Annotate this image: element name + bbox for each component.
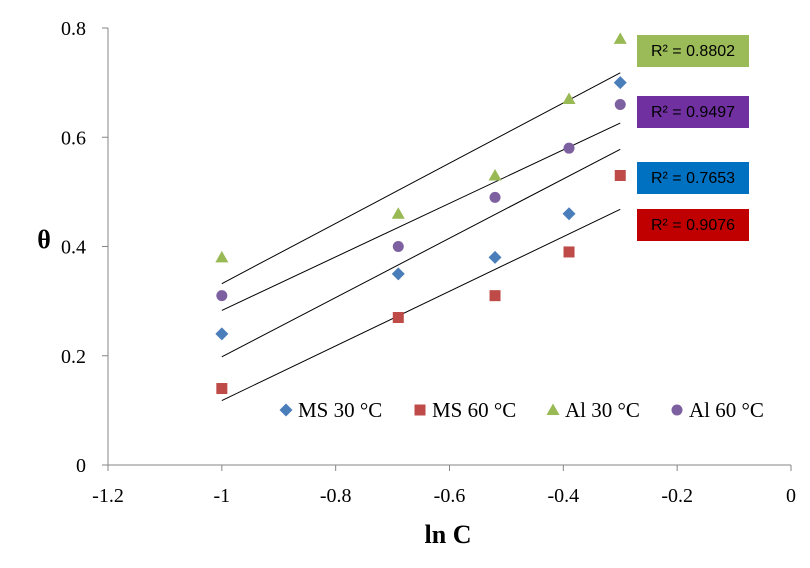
legend-entry: MS 60 °C bbox=[414, 398, 516, 422]
r-squared-labels: R² = 0.7653 R² = 0.9076 R² = 0.8802 R² = 0.… bbox=[637, 35, 749, 241]
legend-entry: Al 60 °C bbox=[671, 398, 764, 422]
r-squared-box-bg bbox=[637, 35, 749, 67]
data-point bbox=[613, 32, 627, 44]
r-squared-box-bg bbox=[637, 96, 749, 128]
data-point bbox=[391, 267, 405, 281]
r-squared-label: R² = 0.9076 bbox=[651, 217, 735, 234]
r-squared-box-bg bbox=[637, 209, 749, 241]
data-point bbox=[215, 250, 229, 263]
x-tick-label: -0.6 bbox=[434, 485, 466, 507]
x-tick-label: 0 bbox=[786, 485, 796, 507]
legend-label: Al 30 °C bbox=[565, 398, 640, 422]
r-squared-label: R² = 0.8802 bbox=[651, 43, 735, 60]
r-squared-label: R² = 0.7653 bbox=[651, 170, 735, 187]
data-point bbox=[614, 98, 626, 110]
x-tick-label: -1.2 bbox=[92, 485, 124, 507]
r-squared-box: R² = 0.9076 bbox=[637, 209, 749, 241]
data-point bbox=[562, 92, 576, 105]
data-point bbox=[392, 312, 404, 324]
data-point bbox=[563, 246, 575, 258]
legend-label: MS 60 °C bbox=[432, 398, 516, 422]
tick-labels: 0 0.2 0.4 0.6 0.8 -1.2 -1 -0.8 -0.6 -0.4 -0.2 0 bbox=[61, 18, 796, 507]
legend-marker bbox=[414, 404, 426, 416]
data-points bbox=[215, 32, 627, 395]
r-squared-box: R² = 0.9497 bbox=[637, 96, 749, 128]
r-squared-box: R² = 0.8802 bbox=[637, 35, 749, 67]
r-squared-box: R² = 0.7653 bbox=[637, 162, 749, 194]
trendline bbox=[221, 72, 621, 285]
legend: MS 30 °C MS 60 °C Al 30 °C Al 60 °C bbox=[279, 398, 764, 422]
legend-marker bbox=[546, 403, 560, 415]
x-tick-label: -0.8 bbox=[320, 485, 352, 507]
x-axis-title: ln C bbox=[425, 520, 472, 549]
trendline bbox=[221, 148, 621, 358]
trendline bbox=[221, 122, 621, 311]
x-tick-label: -0.4 bbox=[547, 485, 579, 507]
legend-entry: MS 30 °C bbox=[279, 398, 382, 422]
x-tick-label: -0.2 bbox=[661, 485, 693, 507]
y-tick-label: 0.6 bbox=[61, 127, 86, 149]
data-point bbox=[489, 191, 501, 203]
data-point bbox=[392, 241, 404, 252]
legend-entry: Al 30 °C bbox=[546, 398, 640, 422]
data-point bbox=[488, 250, 502, 264]
data-point bbox=[215, 327, 229, 341]
data-point bbox=[216, 383, 228, 395]
r-squared-box-bg bbox=[637, 162, 749, 194]
legend-label: Al 60 °C bbox=[689, 398, 764, 422]
axes bbox=[102, 27, 792, 471]
r-squared-label: R² = 0.9497 bbox=[651, 104, 735, 121]
legend-marker bbox=[279, 403, 293, 417]
y-tick-label: 0 bbox=[76, 455, 86, 477]
trendlines bbox=[221, 72, 621, 401]
y-tick-label: 0.4 bbox=[61, 237, 86, 259]
y-axis-title: θ bbox=[37, 225, 51, 254]
data-point bbox=[216, 290, 228, 302]
y-tick-label: 0.8 bbox=[61, 18, 86, 40]
data-point bbox=[613, 76, 627, 90]
x-tick-label: -1 bbox=[213, 485, 230, 507]
trendline bbox=[221, 208, 621, 401]
legend-marker bbox=[671, 404, 683, 416]
data-point bbox=[614, 169, 626, 181]
data-point bbox=[563, 142, 575, 154]
data-point bbox=[488, 168, 502, 181]
data-point bbox=[489, 290, 501, 302]
data-point bbox=[391, 207, 405, 219]
legend-label: MS 30 °C bbox=[298, 398, 382, 422]
y-tick-label: 0.2 bbox=[61, 346, 86, 368]
data-point bbox=[562, 207, 576, 221]
